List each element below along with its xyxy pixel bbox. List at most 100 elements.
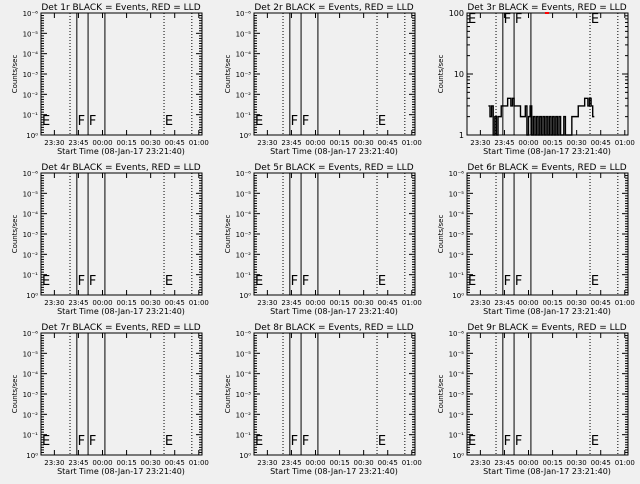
y-tick-label: 10⁻⁴ [236, 371, 252, 379]
plot-frame [253, 332, 416, 456]
x-axis-label: Start Time (08-Jan-17 23:21:40) [57, 467, 185, 476]
interval-marker-e: E [591, 12, 599, 27]
plot-frame [466, 332, 629, 456]
interval-marker-f: F [291, 274, 298, 289]
panel-title: Det 7r BLACK = Events, RED = LLD [41, 323, 200, 333]
events-series-line [488, 97, 595, 136]
x-tick-label: 00:30 [354, 139, 374, 147]
x-tick-label: 00:15 [542, 299, 562, 307]
x-tick-label: 00:45 [591, 299, 611, 307]
interval-marker-f: F [302, 434, 309, 449]
x-tick-label: 23:45 [68, 139, 88, 147]
interval-marker-e: E [165, 434, 173, 449]
x-tick-label: 00:30 [567, 299, 587, 307]
y-tick-label: 10⁻¹ [236, 112, 252, 120]
interval-marker-f: F [89, 274, 96, 289]
x-tick-label: 23:30 [470, 139, 490, 147]
x-tick-label: 23:30 [470, 299, 490, 307]
x-tick-label: 00:15 [542, 139, 562, 147]
x-tick-label: 00:00 [518, 139, 538, 147]
x-tick-label: 00:30 [141, 299, 161, 307]
y-tick-label: 10⁻¹ [236, 272, 252, 280]
x-tick-label: 23:45 [494, 459, 514, 467]
x-tick-label: 01:00 [615, 459, 635, 467]
y-tick-label: 10⁻⁶ [236, 330, 252, 338]
x-tick-label: 00:45 [165, 299, 185, 307]
plot-frame [40, 332, 203, 456]
x-axis-label: Start Time (08-Jan-17 23:21:40) [270, 467, 398, 476]
detector-panel-3: Det 3r BLACK = Events, RED = LLD Counts/s… [426, 0, 639, 160]
y-tick-label: 10⁰ [26, 452, 38, 460]
x-tick-label: 01:00 [402, 299, 422, 307]
x-axis-label: Start Time (08-Jan-17 23:21:40) [483, 307, 611, 316]
y-axis-label: Counts/sec [11, 55, 19, 94]
plot-frame [466, 172, 629, 296]
x-tick-label: 00:15 [329, 139, 349, 147]
x-tick-label: 00:15 [116, 139, 136, 147]
y-tick-label: 10⁻⁴ [23, 211, 39, 219]
x-tick-label: 23:45 [281, 459, 301, 467]
x-axis-label: Start Time (08-Jan-17 23:21:40) [270, 307, 398, 316]
y-tick-label: 10⁻¹ [449, 432, 465, 440]
interval-marker-f: F [504, 274, 511, 289]
interval-marker-f: F [504, 12, 511, 27]
y-tick-label: 10⁻³ [449, 391, 465, 399]
panel-chart: Det 4r BLACK = Events, RED = LLD Counts/s… [11, 163, 209, 316]
x-tick-label: 00:45 [378, 299, 398, 307]
x-tick-label: 00:45 [591, 139, 611, 147]
detector-panel-9: Det 9r BLACK = Events, RED = LLD Counts/s… [426, 320, 639, 480]
y-tick-label: 10⁻⁶ [449, 170, 465, 178]
y-tick-label: 10⁻⁶ [236, 10, 252, 18]
x-tick-label: 00:45 [165, 459, 185, 467]
x-tick-label: 23:45 [281, 139, 301, 147]
interval-marker-f: F [515, 274, 522, 289]
x-tick-label: 01:00 [615, 139, 635, 147]
y-tick-label: 10⁻⁵ [23, 350, 39, 358]
x-tick-label: 00:15 [329, 299, 349, 307]
x-tick-label: 23:30 [44, 299, 64, 307]
interval-marker-f: F [78, 274, 85, 289]
x-tick-label: 23:30 [257, 139, 277, 147]
y-tick-label: 10⁰ [452, 452, 464, 460]
x-tick-label: 00:00 [92, 299, 112, 307]
x-tick-label: 23:30 [257, 459, 277, 467]
lld-series-point [544, 12, 549, 14]
interval-marker-e: E [42, 274, 50, 289]
x-tick-label: 01:00 [189, 299, 209, 307]
detector-panel-4: Det 4r BLACK = Events, RED = LLD Counts/s… [0, 160, 213, 320]
x-tick-label: 23:45 [494, 299, 514, 307]
x-tick-label: 23:45 [281, 299, 301, 307]
plot-frame [40, 12, 203, 136]
y-tick-label: 10⁻¹ [23, 272, 39, 280]
x-axis-label: Start Time (08-Jan-17 23:21:40) [57, 147, 185, 156]
interval-marker-e: E [165, 114, 173, 129]
y-tick-label: 10⁰ [239, 292, 251, 300]
interval-marker-f: F [302, 114, 309, 129]
x-tick-label: 00:00 [305, 299, 325, 307]
y-axis-label: Counts/sec [224, 55, 232, 94]
panel-title: Det 5r BLACK = Events, RED = LLD [254, 163, 413, 173]
y-tick-label: 10⁻³ [23, 71, 39, 79]
panel-chart: Det 2r BLACK = Events, RED = LLD Counts/s… [224, 3, 422, 156]
interval-marker-e: E [255, 434, 263, 449]
plot-frame [253, 172, 416, 296]
y-tick-label: 10⁻⁴ [236, 211, 252, 219]
detector-panel-2: Det 2r BLACK = Events, RED = LLD Counts/s… [213, 0, 426, 160]
y-tick-label: 10⁻² [449, 251, 465, 259]
x-tick-label: 23:30 [44, 459, 64, 467]
panel-title: Det 9r BLACK = Events, RED = LLD [467, 323, 626, 333]
y-axis-label: Counts/sec [11, 375, 19, 414]
panel-chart: Det 5r BLACK = Events, RED = LLD Counts/s… [224, 163, 422, 316]
y-tick-label: 10⁻¹ [23, 112, 39, 120]
y-tick-label: 10 [454, 70, 464, 79]
interval-marker-e: E [378, 114, 386, 129]
interval-marker-e: E [468, 434, 476, 449]
y-tick-label: 10⁻⁶ [23, 330, 39, 338]
interval-marker-f: F [89, 434, 96, 449]
y-tick-label: 10⁻² [449, 411, 465, 419]
y-tick-label: 10⁻⁵ [23, 190, 39, 198]
panel-title: Det 1r BLACK = Events, RED = LLD [41, 3, 200, 13]
interval-marker-e: E [378, 274, 386, 289]
interval-marker-f: F [78, 114, 85, 129]
x-tick-label: 00:30 [141, 459, 161, 467]
